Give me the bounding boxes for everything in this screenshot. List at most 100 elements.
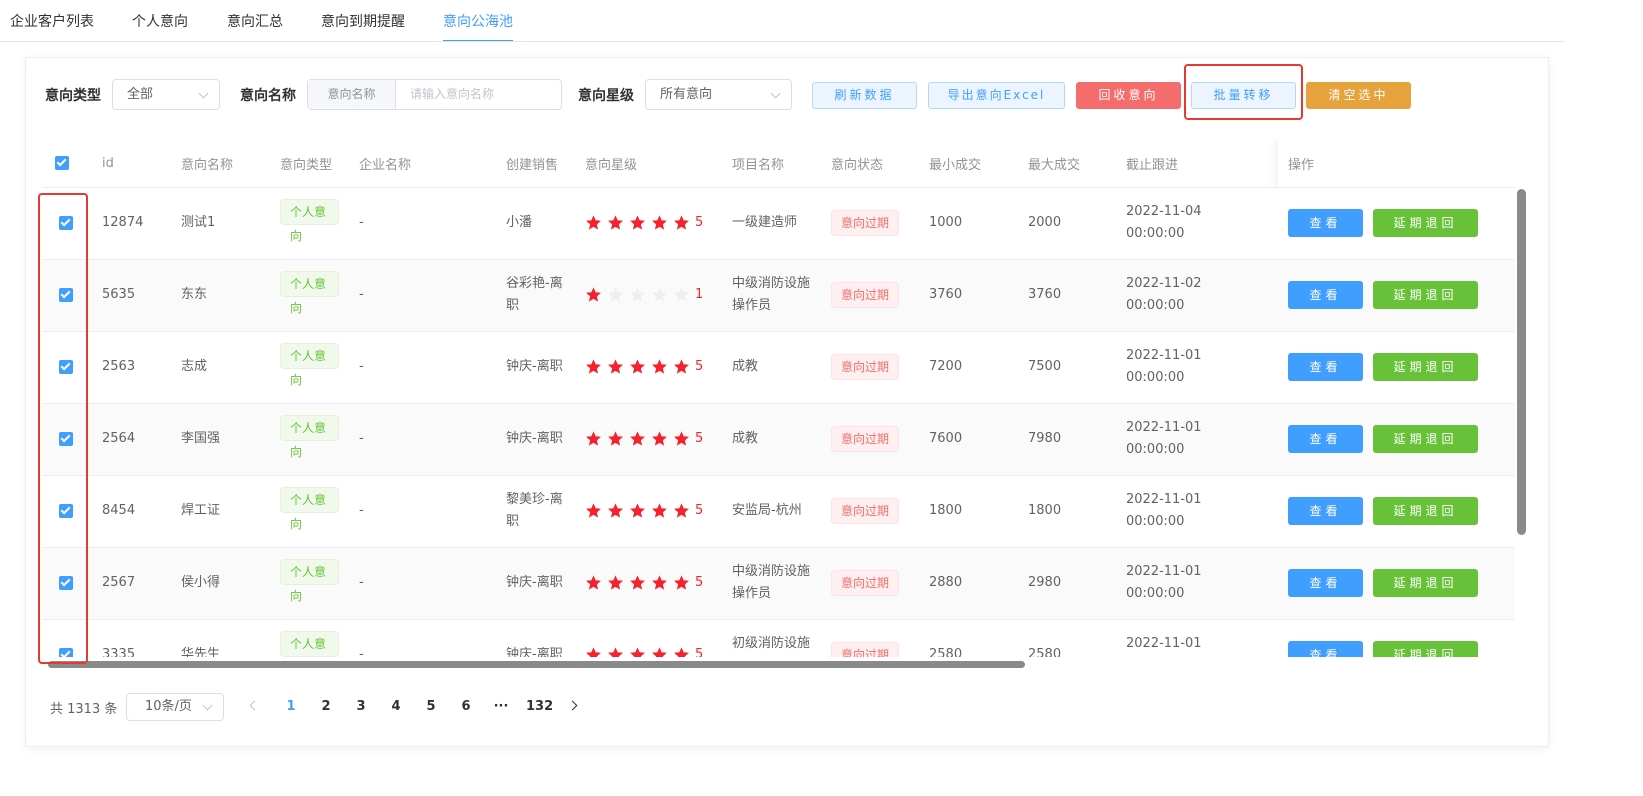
checkbox[interactable] [55, 156, 69, 171]
table-row: 2567 侯小得 个人意向 - 钟庆-离职 5 中级消防设施操作员 意向过期 2880 2980 2… [42, 547, 1515, 620]
star [630, 359, 645, 374]
transfer-button[interactable]: 批量转移 [1191, 82, 1296, 109]
cell: 2563 [92, 331, 171, 404]
tab[interactable]: 意向公海池 [443, 10, 513, 42]
cell: 意向过期 [821, 331, 919, 404]
return-button[interactable]: 延期退回 [1373, 425, 1478, 453]
table-row: 12874 测试1 个人意向 - 小潘 5 一级建造师 意向过期 1000 2000 2022-11… [42, 187, 1515, 260]
view-button[interactable]: 查看 [1288, 425, 1363, 453]
return-button[interactable]: 延期退回 [1373, 209, 1478, 237]
page-number[interactable]: 3 [356, 699, 366, 714]
checkbox[interactable] [59, 431, 73, 446]
star [608, 431, 623, 446]
header-row: id 意向名称 意向类型 企业名称 创建销售 意向星级 项目名称 意向状态 最小成交 最大成交 截止… [42, 140, 1515, 188]
tab[interactable]: 意向汇总 [227, 14, 283, 30]
clear-button[interactable]: 清空选中 [1306, 82, 1411, 109]
cell: 3335 [92, 619, 171, 657]
h-scrollbar[interactable] [48, 661, 1025, 668]
page-size-value: 10条/页 [145, 699, 192, 714]
cell: - [349, 475, 496, 548]
view-button[interactable]: 查看 [1288, 497, 1363, 525]
rating-value: 5 [695, 574, 704, 590]
cell: 5 [575, 403, 722, 476]
type-select[interactable]: 全部 [112, 79, 220, 110]
star [630, 575, 645, 590]
page-number[interactable]: 1 [286, 699, 296, 714]
page-number[interactable]: 2 [321, 699, 331, 714]
checkbox[interactable] [59, 215, 73, 230]
cell: 2022-11-01 00:00:00 [1116, 619, 1263, 657]
checkbox[interactable] [59, 647, 73, 657]
cell: - [349, 187, 496, 260]
cell [42, 547, 92, 620]
filter-label: 意向类型 [45, 88, 101, 104]
star-shape [674, 575, 689, 590]
type-tag: 个人意向 [280, 630, 339, 657]
page-number[interactable]: 4 [391, 699, 401, 714]
select-value: 全部 [127, 87, 154, 102]
v-scrollbar[interactable] [1517, 189, 1526, 535]
star-rating [585, 287, 695, 302]
star-select[interactable]: 所有意向 [645, 79, 792, 110]
star [608, 575, 623, 590]
star-shape [608, 503, 623, 518]
return-button[interactable]: 延期退回 [1373, 569, 1478, 597]
page-number[interactable]: ··· [493, 699, 509, 714]
cell [42, 475, 92, 548]
return-button[interactable]: 延期退回 [1373, 353, 1478, 381]
recycle-button[interactable]: 回收意向 [1076, 82, 1181, 109]
filter-label: 意向名称 [240, 88, 296, 104]
view-button[interactable]: 查看 [1288, 209, 1363, 237]
star-shape [586, 287, 601, 302]
cell: 2580 [919, 619, 1018, 657]
cell: 中级消防设施操作员 [722, 547, 821, 620]
name-input[interactable]: 意向名称 请输入意向名称 [307, 79, 562, 110]
header-cell [42, 140, 92, 188]
checkbox[interactable] [59, 503, 73, 518]
return-button[interactable]: 延期退回 [1373, 281, 1478, 309]
tab[interactable]: 企业客户列表 [10, 14, 94, 30]
checkbox[interactable] [59, 359, 73, 374]
checkbox[interactable] [59, 287, 73, 302]
view-button[interactable]: 查看 [1288, 353, 1363, 381]
star-shape [652, 575, 667, 590]
page-size[interactable]: 10条/页 [126, 693, 224, 721]
page-number[interactable]: 5 [426, 699, 436, 714]
page-number[interactable]: 132 [526, 699, 554, 714]
star-shape [652, 647, 667, 657]
return-button[interactable]: 延期退回 [1373, 497, 1478, 525]
cell: 查看 延期退回 [1278, 475, 1515, 548]
view-button[interactable]: 查看 [1288, 281, 1363, 309]
cell: - [349, 259, 496, 332]
star [586, 215, 601, 230]
cell [1263, 475, 1278, 548]
star-shape [630, 647, 645, 657]
cell: - [349, 403, 496, 476]
arrow [770, 88, 781, 99]
cell: 东东 [171, 259, 270, 332]
type-tag: 个人意向 [280, 198, 339, 243]
refresh-button[interactable]: 刷新数据 [812, 82, 917, 109]
cell: 2980 [1018, 547, 1116, 620]
tab[interactable]: 个人意向 [132, 14, 188, 30]
cell: 意向过期 [821, 475, 919, 548]
cell: 查看 延期退回 [1278, 403, 1515, 476]
view-button[interactable]: 查看 [1288, 569, 1363, 597]
star [652, 215, 667, 230]
cell [1263, 331, 1278, 404]
return-button[interactable]: 延期退回 [1373, 641, 1478, 657]
export-button[interactable]: 导出意向Excel [928, 82, 1065, 109]
checkbox[interactable] [59, 575, 73, 590]
cell: 1800 [1018, 475, 1116, 548]
star [608, 215, 623, 230]
view-button[interactable]: 查看 [1288, 641, 1363, 657]
cell: 个人意向 [270, 259, 349, 332]
star-shape [608, 431, 623, 446]
tab[interactable]: 意向到期提醒 [321, 14, 405, 30]
arrow [202, 700, 213, 711]
star [652, 359, 667, 374]
status-tag: 意向过期 [831, 282, 900, 308]
type-tag: 个人意向 [280, 486, 339, 531]
page-number[interactable]: 6 [461, 699, 471, 714]
star-rating [585, 575, 695, 590]
